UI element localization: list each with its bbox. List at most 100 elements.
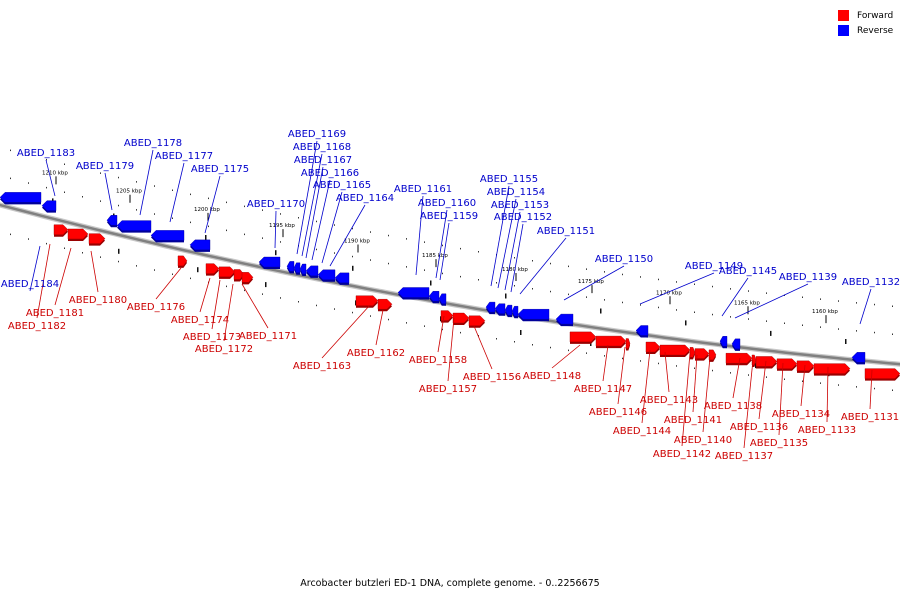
guide-dot [622, 357, 623, 360]
leader-line [241, 283, 269, 329]
guide-dot [874, 387, 875, 390]
guide-dot [100, 172, 101, 174]
guide-dot [136, 265, 137, 267]
leader-line [139, 149, 154, 216]
legend-label-reverse: Reverse [857, 25, 894, 36]
guide-dot [784, 322, 785, 324]
guide-dot [532, 344, 533, 346]
gene-arrow-abed_1140 [708, 349, 717, 361]
gene-arrow-abed_1156 [468, 315, 486, 327]
gene-arrow-abed_1134 [796, 360, 815, 372]
guide-dot [802, 296, 803, 298]
forward-swatch-icon [838, 10, 849, 21]
feature-mark [118, 248, 120, 254]
gene-label: ABED_1168 [293, 142, 351, 153]
feature-mark [355, 300, 357, 306]
gene-label: ABED_1180 [69, 295, 127, 306]
upper-guide-dots-inner [10, 177, 893, 335]
gene-label: ABED_1170 [247, 199, 305, 210]
guide-dot [442, 272, 443, 275]
guide-dot [370, 315, 371, 317]
leader-line [510, 223, 524, 293]
map-caption: Arcobacter butzleri ED-1 DNA, complete g… [300, 578, 600, 589]
leader-line [415, 195, 424, 276]
gene-arrow-abed_1151 [517, 308, 550, 320]
gene-arrow-abed_1166 [305, 265, 319, 277]
feature-mark [520, 330, 522, 335]
gene-label: ABED_1137 [715, 451, 773, 462]
guide-dot [820, 298, 821, 300]
gene-arrow-abed_1167 [299, 263, 307, 275]
gene-label: ABED_1150 [595, 254, 653, 265]
guide-dot [262, 237, 263, 239]
gene-label: ABED_1151 [537, 226, 595, 237]
leader-line [732, 357, 741, 399]
feature-mark [755, 363, 757, 369]
guide-dot [136, 209, 137, 211]
gene-label: ABED_1179 [76, 161, 134, 172]
leader-line [296, 140, 318, 255]
gene-arrow-abed_1159 [438, 293, 447, 304]
gene-arrow-abed_1170 [258, 256, 281, 268]
feature-mark [440, 316, 442, 322]
leader-line [473, 325, 493, 370]
guide-dot [64, 191, 65, 193]
gene-label: ABED_1161 [394, 184, 452, 195]
gene-label: ABED_1149 [685, 261, 743, 272]
gene-label: ABED_1147 [574, 384, 632, 395]
guide-dot [316, 248, 317, 251]
leader-line [169, 162, 185, 223]
gene-arrow-abed_1173 [218, 266, 236, 278]
guide-dot [442, 244, 443, 247]
leader-line [778, 362, 784, 436]
gene-label: ABED_1152 [494, 212, 552, 223]
gene-arrow-abed_1179 [106, 215, 118, 226]
guide-dot [496, 338, 497, 340]
gene-leader-lines [29, 140, 873, 449]
guide-dot [694, 283, 695, 285]
guide-dot [640, 276, 641, 278]
feature-mark [845, 339, 847, 344]
gene-label: ABED_1141 [664, 415, 722, 426]
guide-dot [154, 185, 155, 187]
guide-dot [334, 252, 335, 254]
guide-dot [388, 318, 389, 321]
gene-label: ABED_1144 [613, 426, 671, 437]
gene-label: ABED_1184 [1, 279, 59, 290]
guide-dot [766, 320, 767, 322]
guide-dot [406, 322, 407, 324]
legend-item-reverse: Reverse [838, 23, 900, 38]
gene-label: ABED_1167 [294, 155, 352, 166]
leader-line [800, 364, 806, 407]
leader-line [869, 369, 873, 410]
leader-line [36, 243, 51, 319]
guide-dot [118, 204, 119, 207]
gene-arrow-abed_1144 [645, 341, 661, 353]
gene-label: ABED_1153 [491, 200, 549, 211]
guide-dot [586, 268, 587, 270]
guide-dot [352, 311, 353, 314]
guide-dot [478, 279, 479, 281]
gene-label: ABED_1182 [8, 321, 66, 332]
guide-dot [82, 252, 83, 254]
guide-dot [748, 290, 749, 292]
guide-dot [100, 256, 101, 258]
guide-dot [676, 281, 677, 283]
guide-dot [226, 285, 227, 288]
leader-line [311, 179, 331, 261]
guide-dot [658, 306, 659, 309]
feature-mark [275, 250, 277, 256]
leader-line [90, 250, 99, 293]
guide-dot [370, 231, 371, 233]
gene-label: ABED_1160 [418, 198, 476, 209]
guide-dot [892, 305, 893, 307]
reverse-swatch-icon [838, 25, 849, 36]
feature-mark [430, 280, 432, 286]
legend-label-forward: Forward [857, 10, 894, 21]
guide-dot [10, 149, 11, 152]
tick-label-1: 1205 kbp [116, 189, 142, 195]
guide-dot [694, 311, 695, 313]
gene-arrow-abed_1182 [53, 224, 69, 235]
gene-arrow-abed_1131 [864, 368, 900, 379]
leader-line [602, 344, 609, 382]
